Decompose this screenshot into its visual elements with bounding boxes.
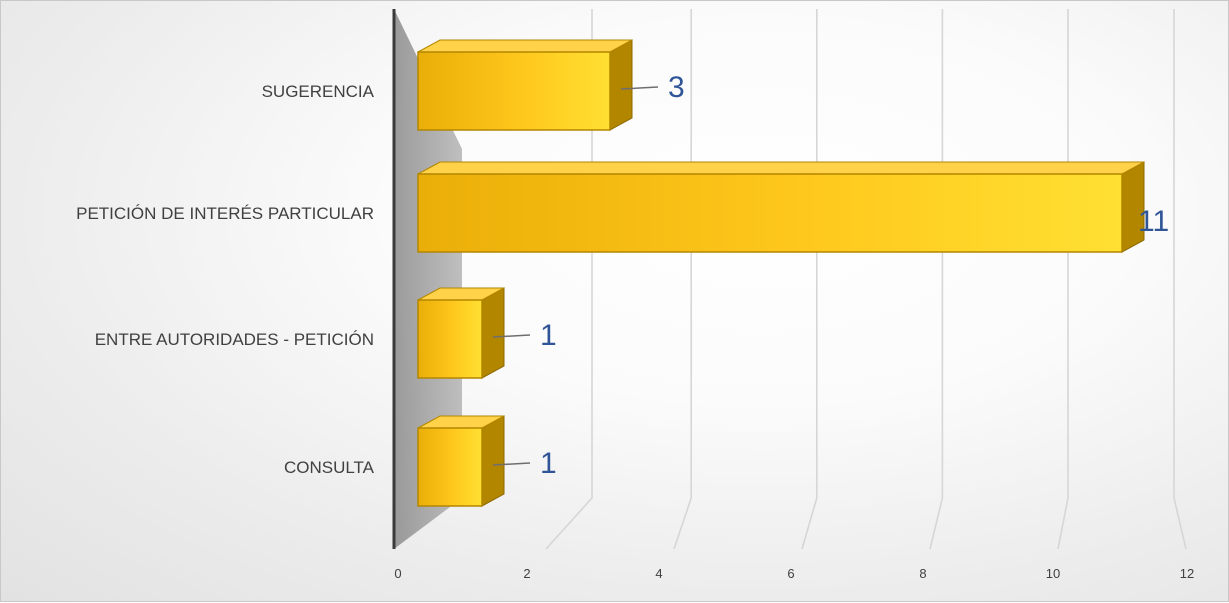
category-label: ENTRE AUTORIDADES - PETICIÓN (95, 330, 374, 349)
data-label-leader (492, 462, 531, 466)
bar-top-face (417, 39, 633, 53)
data-label: 1 (540, 319, 557, 352)
data-label: 11 (1138, 205, 1169, 238)
bar-side-face (609, 39, 633, 131)
data-label-leader (492, 334, 531, 338)
data-label: 1 (540, 447, 557, 480)
bar (417, 415, 505, 507)
bar (417, 161, 1145, 253)
x-tick-label: 2 (523, 566, 530, 581)
bar-side-face (481, 415, 505, 507)
category-label: PETICIÓN DE INTERÉS PARTICULAR (76, 204, 374, 223)
x-tick-label: 10 (1046, 566, 1060, 581)
x-tick-label: 0 (394, 566, 401, 581)
gridline (1057, 9, 1069, 550)
data-label: 3 (668, 71, 685, 104)
category-label: CONSULTA (284, 458, 375, 477)
side-wall (394, 9, 462, 549)
bar-top-face (417, 161, 1145, 175)
bar (417, 39, 633, 131)
bar-side-face (481, 287, 505, 379)
x-tick-label: 4 (655, 566, 662, 581)
bar-front-face (417, 51, 611, 131)
bar-front-face (417, 427, 483, 507)
x-tick-label: 8 (919, 566, 926, 581)
data-label-leader (620, 86, 659, 90)
gridline (1173, 9, 1187, 550)
x-tick-label: 6 (787, 566, 794, 581)
gridline (929, 9, 944, 550)
bar (417, 287, 505, 379)
gridline (801, 9, 818, 550)
category-label: SUGERENCIA (262, 82, 375, 101)
bar-front-face (417, 299, 483, 379)
bar-front-face (417, 173, 1123, 253)
x-tick-label: 12 (1180, 566, 1194, 581)
